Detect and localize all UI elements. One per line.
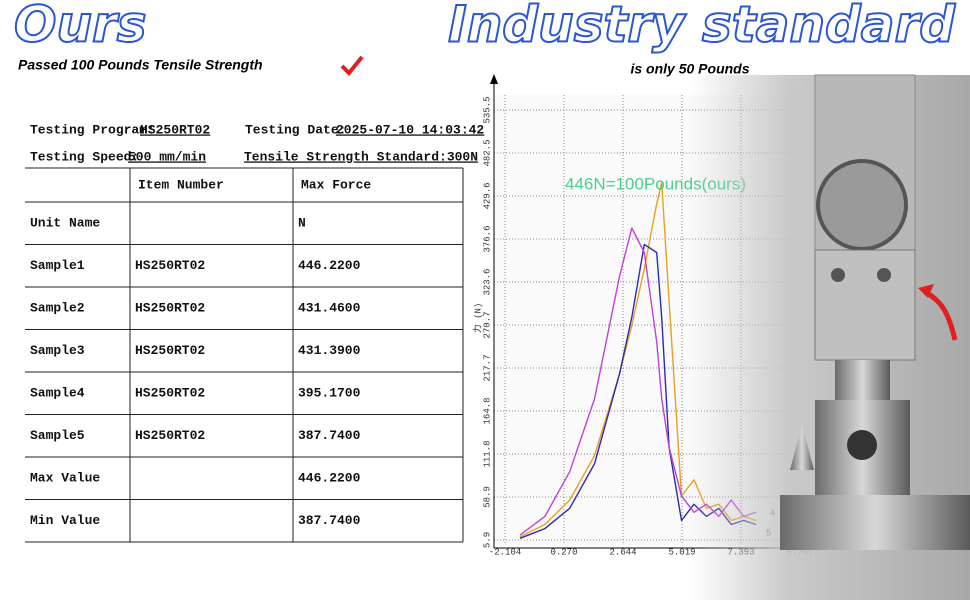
table-cell: Max Value [30, 471, 100, 486]
fixture-hole [847, 430, 877, 460]
y-tick-label: 217.7 [482, 355, 492, 382]
left-subtitle: Passed 100 Pounds Tensile Strength [18, 57, 263, 73]
table-cell: HS250RT02 [135, 301, 205, 316]
y-tick-label: 164.8 [482, 397, 492, 424]
result-table: Testing Program:HS250RT02 Testing Date:20… [25, 122, 484, 543]
y-tick-label: 270.7 [482, 311, 492, 338]
table-cell: HS250RT02 [135, 428, 205, 443]
photo [690, 74, 970, 600]
table-cell: 431.3900 [298, 343, 361, 358]
meta-label: Tensile Strength Standard:300N [244, 149, 478, 164]
pin [790, 425, 814, 470]
clamp-block [814, 249, 916, 361]
shaft [835, 360, 890, 400]
table-cell: 387.7400 [298, 513, 361, 528]
red-arrow-head [918, 284, 934, 298]
meta-label: Testing Speed: [30, 149, 139, 164]
table-cell: Min Value [30, 513, 100, 528]
column-header: Max Force [301, 177, 371, 192]
table-cell: Sample4 [30, 386, 85, 401]
table-cell: 431.4600 [298, 301, 361, 316]
y-tick-label: 429.6 [482, 182, 492, 209]
table-cell: N [298, 216, 306, 231]
bolt [831, 268, 845, 282]
meta-value: 500 mm/min [128, 149, 206, 164]
x-tick-label: 2.644 [609, 547, 636, 557]
table-cell: 446.2200 [298, 471, 361, 486]
y-tick-label: 482.5 [482, 140, 492, 167]
right-title: Industry standard [448, 0, 956, 54]
table-cell: Unit Name [30, 216, 100, 231]
y-tick-label: 111.8 [482, 441, 492, 468]
x-tick-label: -2.104 [489, 547, 521, 557]
y-tick-label: 5.9 [482, 532, 492, 548]
meta-value: HS250RT02 [140, 122, 210, 137]
meta-label: Testing Program: [30, 122, 155, 137]
table-cell: 395.1700 [298, 386, 361, 401]
right-subtitle: is only 50 Pounds [630, 61, 749, 77]
table-cell: 446.2200 [298, 258, 361, 273]
check-icon [340, 55, 364, 76]
table-cell: Sample5 [30, 428, 85, 443]
left-title: Ours [14, 0, 147, 54]
column-header: Item Number [138, 177, 224, 192]
base-ring [780, 495, 970, 550]
table-cell: HS250RT02 [135, 386, 205, 401]
table-cell: Sample3 [30, 343, 85, 358]
table-cell: 387.7400 [298, 428, 361, 443]
y-tick-label: 376.6 [482, 226, 492, 253]
x-tick-label: 0.270 [550, 547, 577, 557]
table-cell: HS250RT02 [135, 258, 205, 273]
clamp-knob [816, 159, 908, 251]
meta-value: 2025-07-10 14:03:42 [336, 122, 484, 137]
y-axis-label: 力 (N) [471, 303, 483, 334]
table-cell: Sample2 [30, 301, 85, 316]
table-cell: HS250RT02 [135, 343, 205, 358]
y-tick-label: 323.6 [482, 269, 492, 296]
y-axis-arrow [490, 74, 498, 84]
y-tick-label: 535.5 [482, 96, 492, 123]
x-tick-label: 5.019 [669, 547, 696, 557]
table-cell: Sample1 [30, 258, 85, 273]
meta-label: Testing Date: [245, 122, 346, 137]
y-tick-label: 58.9 [482, 486, 492, 508]
bolt [877, 268, 891, 282]
